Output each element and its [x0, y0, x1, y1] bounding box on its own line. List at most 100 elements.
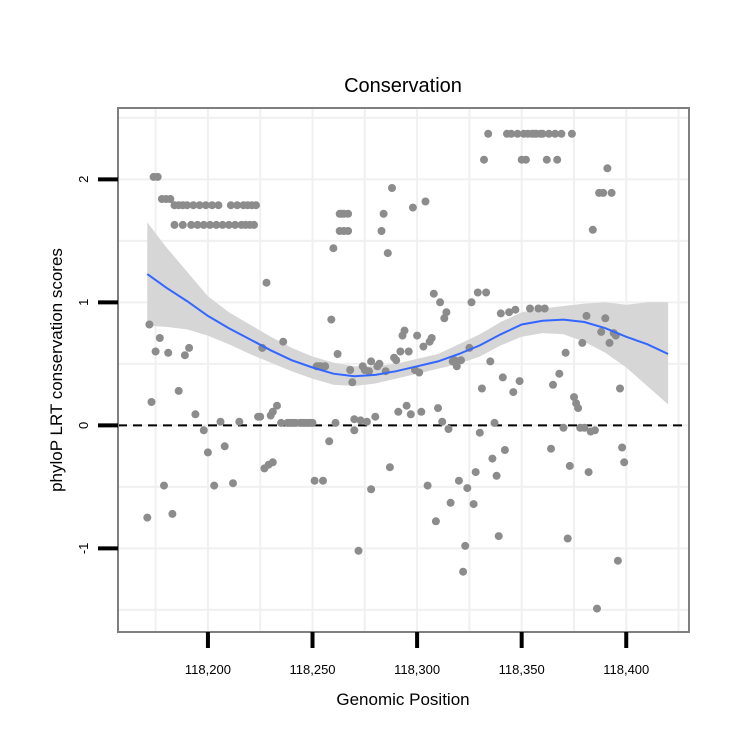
- data-point: [406, 410, 415, 419]
- data-point: [174, 386, 183, 395]
- data-point: [396, 347, 405, 356]
- data-point: [143, 513, 152, 522]
- data-point: [488, 454, 497, 463]
- data-point: [164, 348, 173, 357]
- data-point: [344, 227, 353, 235]
- data-point: [442, 308, 451, 317]
- x-axis: 118,200 118,250 118,300 118,350 118,400: [185, 632, 649, 677]
- data-point: [588, 225, 597, 234]
- data-point: [170, 220, 179, 229]
- data-point: [377, 227, 386, 235]
- data-point: [467, 298, 476, 307]
- data-point: [559, 423, 568, 432]
- data-point: [582, 311, 591, 320]
- data-point: [250, 220, 258, 229]
- data-point: [507, 129, 516, 138]
- data-point: [206, 220, 214, 229]
- data-point: [477, 384, 486, 393]
- data-point: [511, 305, 520, 314]
- data-point: [431, 517, 440, 526]
- data-point: [521, 155, 530, 164]
- data-point: [367, 485, 376, 494]
- data-point: [440, 314, 449, 323]
- data-point: [551, 129, 560, 138]
- data-point: [348, 378, 357, 387]
- data-point: [513, 129, 522, 138]
- data-point: [229, 479, 237, 488]
- data-point: [450, 356, 459, 365]
- data-point: [436, 298, 445, 307]
- data-point: [233, 201, 242, 210]
- data-point: [473, 288, 482, 297]
- data-point: [496, 309, 505, 318]
- data-point: [394, 407, 403, 416]
- data-point: [534, 304, 543, 313]
- data-point: [463, 484, 472, 493]
- data-point: [555, 369, 564, 378]
- data-point: [557, 129, 566, 138]
- confidence-band: [147, 222, 669, 405]
- data-point: [231, 220, 240, 229]
- data-point: [480, 155, 488, 164]
- data-point: [434, 404, 442, 413]
- data-point: [185, 343, 194, 352]
- chart-title: Conservation: [344, 75, 462, 97]
- y-axis: -1 0 1 2: [76, 176, 118, 554]
- data-point: [505, 308, 514, 317]
- data-point: [178, 220, 187, 229]
- plot-panel: [117, 107, 690, 633]
- data-point: [605, 338, 614, 347]
- data-point: [613, 556, 622, 565]
- data-point: [155, 334, 164, 342]
- data-point: [362, 417, 371, 426]
- data-point: [319, 476, 327, 485]
- data-point: [565, 461, 574, 470]
- data-point: [584, 468, 593, 477]
- data-point: [210, 481, 219, 490]
- smooth-line: [146, 273, 669, 378]
- data-point: [379, 209, 388, 218]
- data-point: [438, 417, 447, 426]
- data-point: [235, 417, 244, 426]
- data-point: [151, 347, 160, 356]
- data-point: [268, 458, 277, 467]
- data-point: [268, 407, 277, 416]
- data-point: [203, 448, 212, 457]
- data-point: [457, 356, 465, 365]
- data-point: [331, 418, 340, 427]
- data-point: [367, 357, 376, 366]
- data-point: [486, 357, 495, 366]
- x-axis-label: Genomic Position: [336, 690, 469, 709]
- data-point: [429, 289, 438, 298]
- data-point: [570, 393, 578, 402]
- data-point: [147, 398, 156, 406]
- x-tick-label: 118,350: [499, 662, 545, 677]
- data-point: [375, 359, 384, 368]
- data-point: [325, 437, 334, 446]
- data-point: [262, 278, 271, 287]
- panel-border: [117, 107, 690, 633]
- data-point: [327, 315, 336, 324]
- data-point: [160, 481, 168, 490]
- data-point: [544, 129, 553, 138]
- data-point: [212, 220, 221, 229]
- data-point: [371, 412, 380, 421]
- data-point: [388, 184, 396, 192]
- data-point: [553, 155, 562, 164]
- data-point: [310, 476, 319, 485]
- data-point: [419, 342, 428, 351]
- data-point: [365, 367, 373, 376]
- data-point: [469, 500, 478, 509]
- data-point: [446, 498, 455, 507]
- data-point: [484, 129, 493, 138]
- data-point: [547, 444, 555, 453]
- data-point: [452, 362, 461, 371]
- data-point: [183, 201, 191, 210]
- data-point: [195, 201, 204, 210]
- x-tick-label: 118,200: [185, 662, 231, 677]
- data-point: [538, 129, 547, 138]
- data-point: [273, 401, 281, 410]
- data-point: [321, 362, 330, 371]
- data-point: [597, 327, 606, 336]
